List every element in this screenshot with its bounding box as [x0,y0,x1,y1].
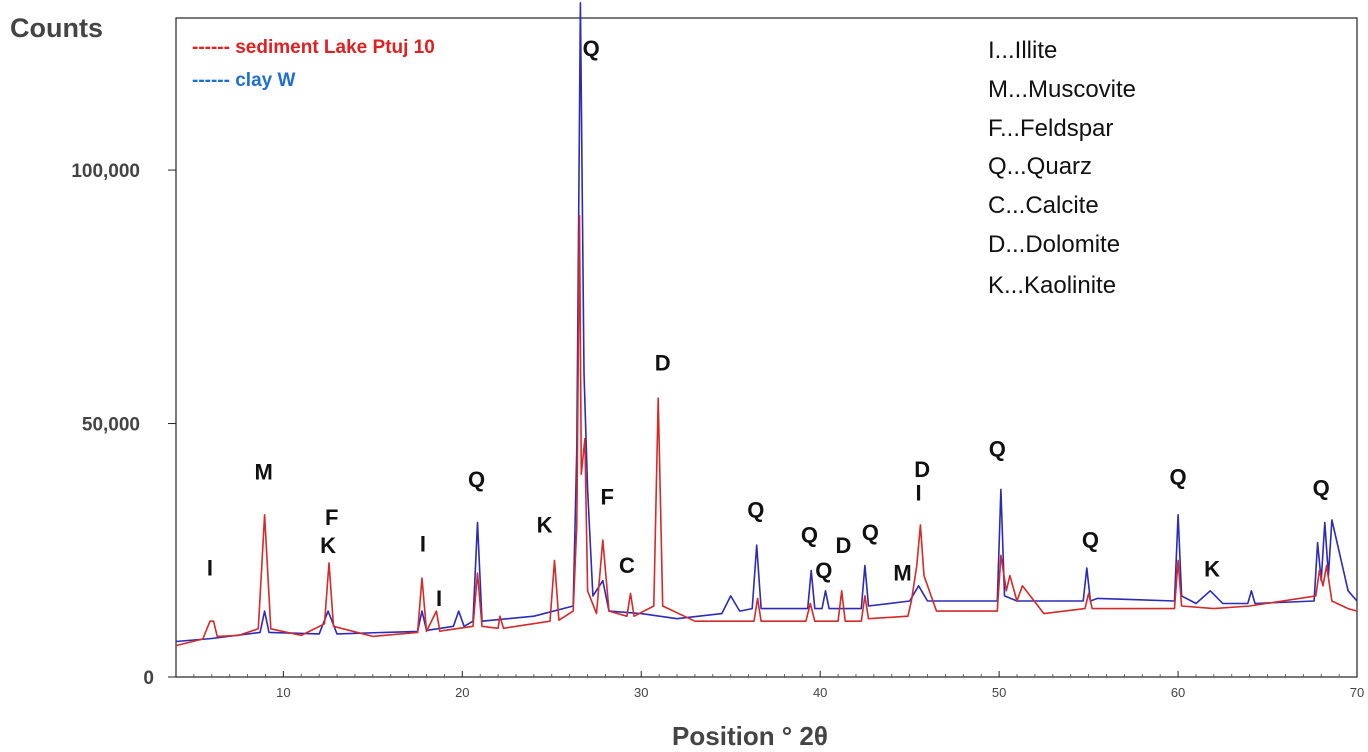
mineral-key: I...Illite M...Muscovite F...Feldspar Q.… [988,37,1136,299]
series-layer [175,1,1358,647]
peak-label: Q [801,523,818,548]
peak-label: M [893,561,911,586]
peak-label: Q [862,520,879,545]
peak-label: Q [468,467,485,492]
peak-label: D [914,457,930,482]
peak-label: F [601,485,614,510]
key-item-muscovite: M...Muscovite [988,76,1136,103]
y-axis-title: Counts [10,13,103,43]
peak-label: Q [747,497,764,522]
peak-label: Q [1082,528,1099,553]
x-tick-label: 60 [1171,685,1185,700]
y-tick-label: 50,000 [82,415,140,436]
key-item-illite: I...Illite [988,37,1057,64]
peak-label: M [255,459,273,484]
x-axis-ticks: 10 20 30 40 50 60 70 [193,671,1364,700]
peak-label: Q [1313,476,1330,501]
peak-label: D [835,533,851,558]
key-item-quarz: Q...Quarz [988,153,1092,180]
x-tick-label: 50 [992,685,1006,700]
x-tick-label: 40 [813,685,827,700]
peak-label: Q [1169,464,1186,489]
peak-label: I [916,481,922,506]
key-item-dolomite: D...Dolomite [988,231,1120,258]
peak-label: F [325,505,338,530]
x-tick-label: 30 [634,685,648,700]
legend-entry-clay: ------ clay W [192,70,296,91]
peak-label: K [537,513,553,538]
key-item-feldspar: F...Feldspar [988,115,1113,142]
key-item-kaolinite: K...Kaolinite [988,272,1116,299]
y-tick-label: 0 [143,668,154,689]
peak-label: K [1204,557,1220,582]
peak-label: D [655,350,671,375]
key-item-calcite: C...Calcite [988,192,1099,219]
peak-label: Q [815,558,832,583]
legend: ------ sediment Lake Ptuj 10 ------ clay… [192,37,435,91]
peak-label: C [619,553,635,578]
x-tick-label: 70 [1350,685,1364,700]
legend-entry-sediment: ------ sediment Lake Ptuj 10 [192,37,435,58]
x-tick-label: 10 [276,685,290,700]
series-line-clay [175,1,1358,643]
y-axis-ticks: 0 50,000 100,000 [71,161,176,689]
peak-label: I [436,586,442,611]
x-tick-label: 20 [455,685,469,700]
peak-label: K [320,533,336,558]
series-line-sediment [175,214,1358,647]
peak-label: I [207,556,213,581]
peak-label: Q [583,36,600,61]
y-tick-label: 100,000 [71,161,140,182]
x-axis-title: Position ° 2θ [672,721,828,751]
peak-label: I [420,531,426,556]
peak-label: Q [989,436,1006,461]
